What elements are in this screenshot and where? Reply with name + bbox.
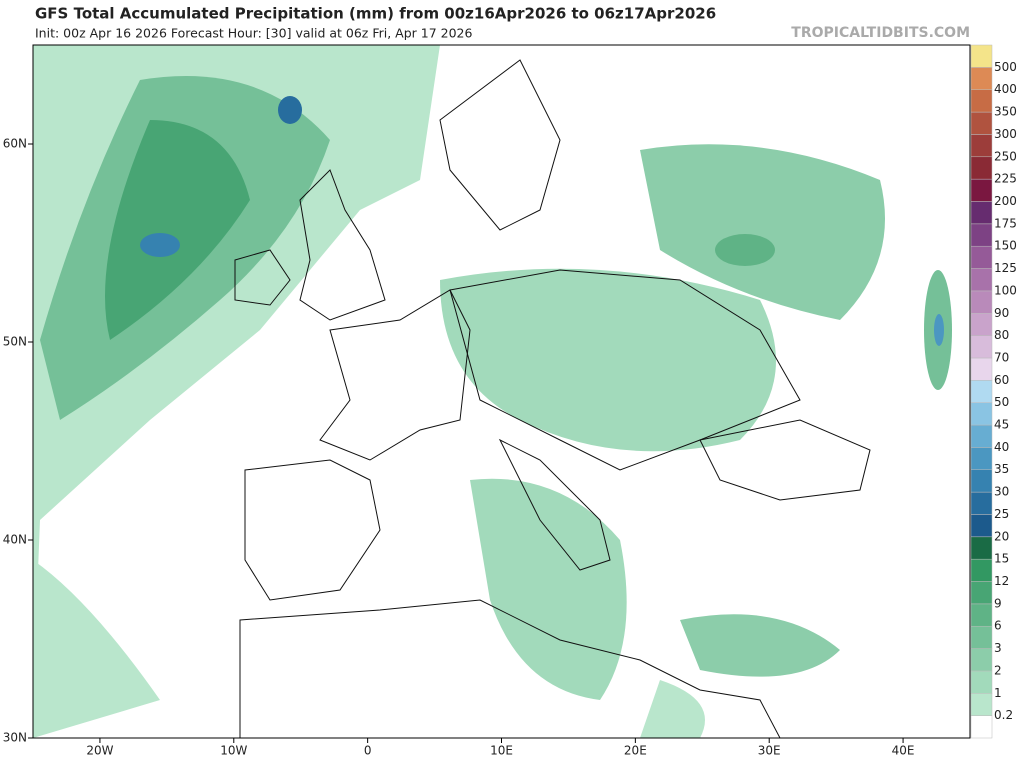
colorbar-swatch [970, 648, 993, 672]
colorbar-label: 175 [994, 216, 1017, 230]
colorbar-swatch [970, 178, 993, 202]
colorbar-swatch [970, 603, 993, 627]
colorbar-swatch [970, 313, 993, 336]
colorbar-label: 80 [994, 328, 1009, 342]
colorbar-swatch [970, 581, 993, 605]
colorbar-label: 70 [994, 350, 1009, 364]
colorbar-swatch [970, 402, 993, 426]
x-tick-label: 20E [624, 744, 647, 758]
x-tick-label: 10W [220, 744, 247, 758]
x-tick-label: 0 [364, 744, 372, 758]
precip-field [640, 144, 885, 320]
colorbar-swatch [970, 715, 993, 739]
title: GFS Total Accumulated Precipitation (mm)… [35, 5, 716, 23]
colorbar-label: 3 [994, 641, 1002, 655]
colorbar-label: 150 [994, 239, 1017, 253]
colorbar-label: 15 [994, 552, 1009, 566]
ireland [234, 249, 291, 306]
coastlines [234, 59, 871, 738]
y-tick-label: 30N [3, 731, 27, 745]
great-britain [299, 169, 386, 321]
colorbar-label: 40 [994, 440, 1009, 454]
colorbar-label: 0.2 [994, 708, 1013, 722]
colorbar-swatch [970, 290, 993, 314]
precip-field [278, 96, 302, 124]
precip-field [934, 314, 944, 346]
colorbar-label: 20 [994, 529, 1009, 543]
colorbar-label: 35 [994, 462, 1009, 476]
y-tick-label: 50N [3, 335, 27, 349]
france [319, 289, 471, 461]
colorbar-swatch [970, 201, 993, 225]
colorbar-swatch [970, 447, 993, 470]
colorbar-label: 6 [994, 619, 1002, 633]
colorbar-label: 350 [994, 105, 1017, 119]
colorbar-label: 30 [994, 485, 1009, 499]
colorbar-swatch [970, 380, 993, 403]
central-europe [449, 269, 801, 471]
colorbar-swatch [970, 491, 993, 515]
colorbar-label: 500 [994, 60, 1017, 74]
colorbar-label: 250 [994, 149, 1017, 163]
colorbar-label: 125 [994, 261, 1017, 275]
colorbar-swatch [970, 514, 993, 538]
colorbar-label: 12 [994, 574, 1009, 588]
precip-field [715, 234, 775, 266]
colorbar-swatch [970, 536, 993, 560]
precip-field [140, 233, 180, 257]
colorbar-label: 2 [994, 663, 1002, 677]
map-area [33, 45, 970, 738]
colorbar-swatch [970, 625, 993, 649]
italy [498, 438, 611, 571]
x-tick-label: 20W [86, 744, 113, 758]
precip-field [440, 268, 776, 452]
x-tick-label: 10E [490, 744, 513, 758]
scandinavia [439, 59, 561, 231]
colorbar-swatch [970, 245, 993, 269]
subtitle: Init: 00z Apr 16 2026 Forecast Hour: [30… [35, 26, 473, 41]
colorbar-label: 25 [994, 507, 1009, 521]
y-tick-label: 60N [3, 137, 27, 151]
y-tick-label: 40N [3, 533, 27, 547]
colorbar-swatch [970, 357, 993, 381]
x-tick-label: 30E [758, 744, 781, 758]
colorbar-swatch [970, 223, 993, 247]
colorbar-swatch [970, 558, 993, 582]
precip-field [470, 478, 627, 700]
watermark: TROPICALTIDBITS.COM [791, 25, 970, 41]
colorbar-swatch [970, 156, 993, 180]
colorbar-label: 200 [994, 194, 1017, 208]
colorbar-label: 1 [994, 686, 1002, 700]
colorbar-swatch [970, 335, 993, 359]
colorbar-swatch [970, 670, 993, 694]
colorbar-swatch [970, 111, 993, 135]
north-africa [239, 599, 781, 738]
colorbar-swatch [970, 424, 993, 448]
colorbar-swatch [970, 134, 993, 158]
colorbar-label: 300 [994, 127, 1017, 141]
precip-field [640, 680, 705, 738]
x-tick-label: 40E [892, 744, 915, 758]
black-sea [699, 419, 871, 501]
precip-field [33, 560, 160, 738]
colorbar-swatch [970, 469, 993, 493]
precip-field [105, 120, 250, 340]
colorbar-swatch [970, 693, 993, 716]
colorbar-label: 100 [994, 283, 1017, 297]
colorbar-label: 60 [994, 373, 1009, 387]
colorbar-label: 400 [994, 82, 1017, 96]
colorbar-label: 50 [994, 395, 1009, 409]
colorbar-swatch [970, 44, 993, 68]
colorbar-label: 9 [994, 596, 1002, 610]
colorbar-label: 90 [994, 306, 1009, 320]
colorbar-swatch [970, 89, 993, 113]
colorbar-swatch [970, 67, 993, 90]
precip-field [680, 614, 840, 677]
colorbar-label: 45 [994, 418, 1009, 432]
colorbar-label: 225 [994, 172, 1017, 186]
iberia [244, 459, 381, 601]
colorbar-swatch [970, 268, 993, 292]
